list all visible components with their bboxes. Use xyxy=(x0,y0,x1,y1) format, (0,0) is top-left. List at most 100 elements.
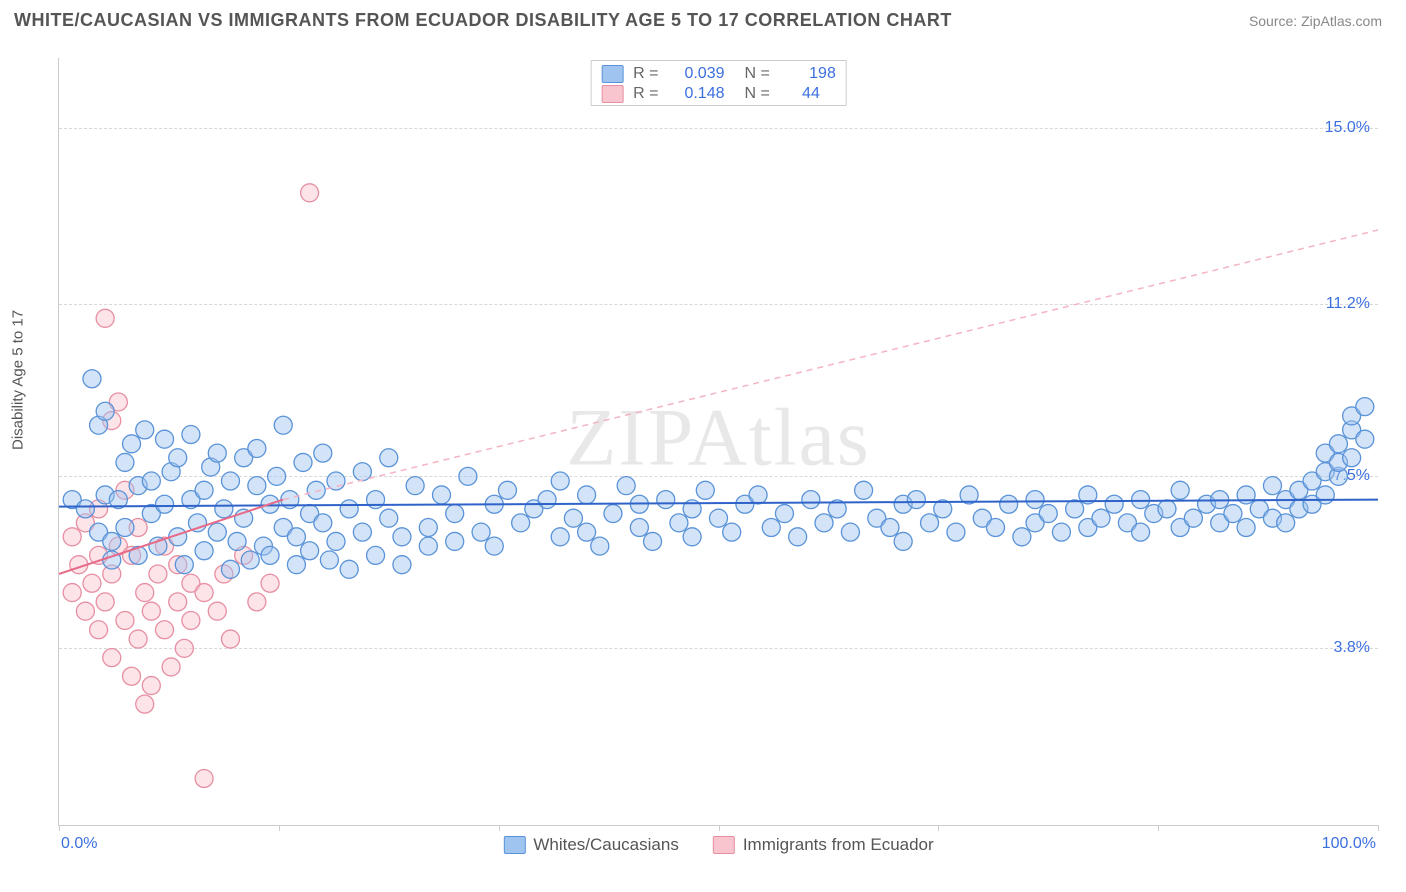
data-point-blue xyxy=(775,505,793,523)
data-point-pink xyxy=(96,593,114,611)
data-point-pink xyxy=(149,565,167,583)
data-point-blue xyxy=(136,421,154,439)
data-point-blue xyxy=(380,509,398,527)
data-point-blue xyxy=(710,509,728,527)
legend-stats-row-blue: R = 0.039 N = 198 xyxy=(601,64,836,84)
data-point-blue xyxy=(142,472,160,490)
data-point-blue xyxy=(228,532,246,550)
data-point-blue xyxy=(1066,500,1084,518)
data-point-blue xyxy=(340,500,358,518)
x-tick xyxy=(719,825,720,831)
data-point-pink xyxy=(142,677,160,695)
data-point-blue xyxy=(248,439,266,457)
data-point-blue xyxy=(538,491,556,509)
data-point-blue xyxy=(657,491,675,509)
data-point-pink xyxy=(142,602,160,620)
correlation-chart: Disability Age 5 to 17 ZIPAtlas R = 0.03… xyxy=(14,46,1392,854)
data-point-pink xyxy=(208,602,226,620)
data-point-blue xyxy=(380,449,398,467)
data-point-blue xyxy=(182,426,200,444)
data-point-blue xyxy=(881,518,899,536)
data-point-blue xyxy=(248,477,266,495)
data-point-blue xyxy=(551,528,569,546)
legend-series: Whites/Caucasians Immigrants from Ecuado… xyxy=(503,835,933,855)
swatch-pink xyxy=(713,836,735,854)
n-value-pink: 44 xyxy=(780,85,820,103)
data-point-blue xyxy=(393,528,411,546)
data-point-blue xyxy=(169,449,187,467)
data-point-blue xyxy=(644,532,662,550)
data-point-blue xyxy=(287,556,305,574)
source-attribution: Source: ZipAtlas.com xyxy=(1249,13,1382,29)
data-point-blue xyxy=(215,500,233,518)
data-point-blue xyxy=(446,532,464,550)
series-label-pink: Immigrants from Ecuador xyxy=(743,835,934,855)
data-point-blue xyxy=(855,481,873,499)
scatter-svg xyxy=(59,58,1378,825)
data-point-blue xyxy=(1237,518,1255,536)
data-point-blue xyxy=(1356,398,1374,416)
data-point-blue xyxy=(630,518,648,536)
data-point-blue xyxy=(208,523,226,541)
data-point-blue xyxy=(241,551,259,569)
x-tick xyxy=(59,825,60,831)
data-point-pink xyxy=(76,602,94,620)
data-point-pink xyxy=(301,184,319,202)
data-point-pink xyxy=(248,593,266,611)
data-point-pink xyxy=(182,611,200,629)
x-tick-label-min: 0.0% xyxy=(61,835,97,853)
data-point-blue xyxy=(320,551,338,569)
data-point-blue xyxy=(604,505,622,523)
data-point-blue xyxy=(947,523,965,541)
data-point-blue xyxy=(762,518,780,536)
data-point-blue xyxy=(802,491,820,509)
data-point-blue xyxy=(459,467,477,485)
data-point-blue xyxy=(274,416,292,434)
data-point-pink xyxy=(162,658,180,676)
data-point-pink xyxy=(136,695,154,713)
data-point-blue xyxy=(116,453,134,471)
data-point-blue xyxy=(314,444,332,462)
data-point-blue xyxy=(564,509,582,527)
data-point-pink xyxy=(156,621,174,639)
data-point-blue xyxy=(670,514,688,532)
data-point-pink xyxy=(96,309,114,327)
r-value-pink: 0.148 xyxy=(669,85,725,103)
data-point-blue xyxy=(1158,500,1176,518)
data-point-blue xyxy=(1224,505,1242,523)
data-point-blue xyxy=(406,477,424,495)
data-point-blue xyxy=(815,514,833,532)
data-point-pink xyxy=(63,584,81,602)
data-point-blue xyxy=(294,453,312,471)
data-point-blue xyxy=(472,523,490,541)
data-point-pink xyxy=(136,584,154,602)
data-point-blue xyxy=(103,532,121,550)
data-point-pink xyxy=(175,639,193,657)
data-point-blue xyxy=(789,528,807,546)
data-point-blue xyxy=(749,486,767,504)
data-point-blue xyxy=(195,481,213,499)
legend-item-blue: Whites/Caucasians xyxy=(503,835,679,855)
data-point-blue xyxy=(1277,514,1295,532)
data-point-blue xyxy=(446,505,464,523)
data-point-blue xyxy=(340,560,358,578)
y-axis-title: Disability Age 5 to 17 xyxy=(10,310,27,450)
data-point-blue xyxy=(578,486,596,504)
data-point-blue xyxy=(1329,435,1347,453)
data-point-blue xyxy=(221,560,239,578)
data-point-blue xyxy=(591,537,609,555)
data-point-blue xyxy=(1171,481,1189,499)
data-point-blue xyxy=(841,523,859,541)
legend-stats: R = 0.039 N = 198 R = 0.148 N = 44 xyxy=(590,60,847,106)
chart-title: WHITE/CAUCASIAN VS IMMIGRANTS FROM ECUAD… xyxy=(14,10,952,31)
data-point-blue xyxy=(485,537,503,555)
data-point-blue xyxy=(1343,449,1361,467)
swatch-blue xyxy=(503,836,525,854)
data-point-blue xyxy=(894,532,912,550)
data-point-blue xyxy=(314,514,332,532)
data-point-blue xyxy=(221,472,239,490)
data-point-blue xyxy=(1000,495,1018,513)
data-point-blue xyxy=(175,556,193,574)
data-point-blue xyxy=(208,444,226,462)
data-point-pink xyxy=(195,584,213,602)
